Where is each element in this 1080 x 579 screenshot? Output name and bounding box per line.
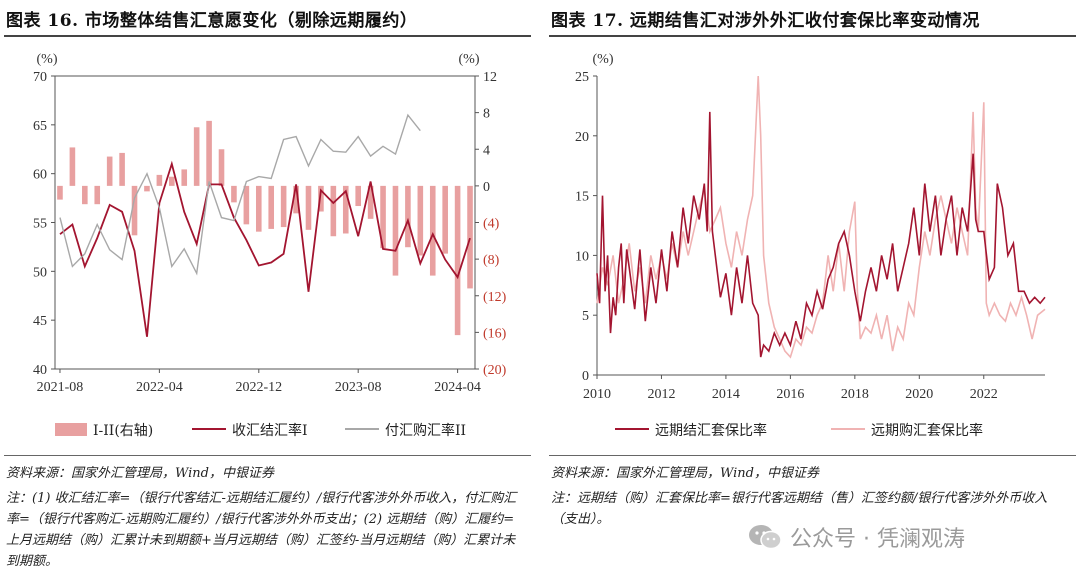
left-note: 注：(1) 收汇结汇率=（银行代客结汇-远期结汇履约）/银行代客涉外外币收入，付… xyxy=(6,491,517,569)
bar-i-minus-ii xyxy=(280,185,287,228)
left-source: 资料来源：国家外汇管理局，Wind，中银证券 xyxy=(6,466,274,481)
left-tick-label: 40 xyxy=(33,363,47,378)
bar-i-minus-ii xyxy=(69,147,76,186)
right-tick-label: (8) xyxy=(483,253,500,268)
x-tick-label: 2023-08 xyxy=(335,380,382,395)
bar-i-minus-ii xyxy=(454,185,461,336)
bar-i-minus-ii xyxy=(293,185,299,214)
right-tick-label: (16) xyxy=(483,326,507,341)
x-tick-label: 2016 xyxy=(776,387,804,402)
title-divider xyxy=(549,35,1076,37)
series-line-settlement-hedge xyxy=(596,111,1046,358)
bar-i-minus-ii xyxy=(231,185,237,203)
x-tick-label: 2018 xyxy=(841,387,869,402)
right-tick-label: 12 xyxy=(483,70,497,85)
y-tick-label: 5 xyxy=(582,309,589,324)
right-tick-label: 8 xyxy=(483,107,490,122)
left-tick-label: 55 xyxy=(33,217,47,232)
bar-i-minus-ii xyxy=(330,185,337,237)
bar-i-minus-ii xyxy=(57,185,63,200)
bar-i-minus-ii xyxy=(193,127,200,186)
bar-i-minus-ii xyxy=(181,169,188,186)
y-tick-label: 15 xyxy=(575,190,589,205)
legend-label-receipt: 收汇结汇率I xyxy=(232,422,308,439)
x-tick-label: 2024-04 xyxy=(434,380,481,395)
bar-i-minus-ii xyxy=(355,185,361,207)
watermark: 公众号 · 凭澜观涛 xyxy=(748,521,965,553)
bar-i-minus-ii xyxy=(305,185,312,230)
bar-i-minus-ii xyxy=(144,185,150,192)
bar-i-minus-ii xyxy=(392,185,399,276)
bar-i-minus-ii xyxy=(442,185,448,254)
bar-i-minus-ii xyxy=(467,185,473,289)
x-tick-label: 2020 xyxy=(905,387,933,402)
bar-i-minus-ii xyxy=(82,185,88,205)
source-divider xyxy=(4,455,531,456)
legend-label-purchase: 远期购汇套保比率 xyxy=(871,422,983,439)
bar-i-minus-ii xyxy=(131,185,138,236)
title-divider xyxy=(4,35,531,37)
right-note: 注：远期结（购）汇套保比率=银行代客远期结（售）汇签约额/银行代客涉外外币收入（… xyxy=(551,491,1048,527)
right-tick-label: (4) xyxy=(483,217,500,232)
wechat-icon xyxy=(749,525,782,550)
x-tick-label: 2014 xyxy=(712,387,740,402)
right-tick-label: (20) xyxy=(483,363,507,378)
legend-label-bars: I-II(右轴) xyxy=(93,423,153,439)
right-source: 资料来源：国家外汇管理局，Wind，中银证券 xyxy=(551,466,819,481)
bar-i-minus-ii xyxy=(318,185,324,212)
left-tick-label: 65 xyxy=(33,119,47,134)
series-line-payment-rate xyxy=(59,113,421,276)
bar-i-minus-ii xyxy=(106,156,113,186)
y-tick-label: 25 xyxy=(575,70,589,85)
bar-i-minus-ii xyxy=(429,185,436,276)
left-axis-unit: (%) xyxy=(37,52,58,67)
x-tick-label: 2022-04 xyxy=(136,380,183,395)
left-tick-label: 60 xyxy=(33,168,47,183)
left-chart-title: 图表 16. 市场整体结售汇意愿变化（剔除远期履约） xyxy=(6,11,418,31)
source-divider xyxy=(549,455,1076,456)
right-tick-label: 4 xyxy=(483,143,490,158)
bar-i-minus-ii xyxy=(119,152,125,186)
bar-i-minus-ii xyxy=(367,185,374,219)
bar-i-minus-ii xyxy=(268,185,275,229)
y-tick-label: 10 xyxy=(575,249,589,264)
bar-i-minus-ii xyxy=(405,185,411,248)
left-tick-label: 70 xyxy=(33,70,47,85)
bar-i-minus-ii xyxy=(342,185,349,234)
right-chart-title: 图表 17. 远期结售汇对涉外外汇收付套保比率变动情况 xyxy=(551,11,980,31)
left-tick-label: 50 xyxy=(33,265,47,280)
bar-i-minus-ii xyxy=(206,120,212,186)
bar-i-minus-ii xyxy=(169,176,175,186)
left-chart-panel: 图表 16. 市场整体结售汇意愿变化（剔除远期履约） (%) (%) 70 65 60 5… xyxy=(0,0,535,579)
y-tick-label: 20 xyxy=(575,130,589,145)
right-chart-panel: 图表 17. 远期结售汇对涉外外汇收付套保比率变动情况 (%) 25 20 15 10 5… xyxy=(545,0,1080,579)
series-line-purchase-hedge xyxy=(596,75,1046,359)
left-tick-label: 45 xyxy=(33,314,47,329)
x-tick-label: 2010 xyxy=(583,387,611,402)
x-tick-label: 2022 xyxy=(970,387,998,402)
watermark-text: 公众号 · 凭澜观涛 xyxy=(790,527,965,552)
right-axis-unit: (%) xyxy=(459,52,480,67)
legend-swatch-bars xyxy=(55,423,87,436)
bar-i-minus-ii xyxy=(243,185,250,225)
x-tick-label: 2021-08 xyxy=(37,380,84,395)
right-tick-label: (12) xyxy=(483,290,507,305)
bar-i-minus-ii xyxy=(255,185,262,232)
bar-i-minus-ii xyxy=(94,185,101,205)
legend-label-payment: 付汇购汇率II xyxy=(385,422,466,439)
right-chart: (%) 25 20 15 10 5 0 2010 2012 2014 2016 2018 2020 202… xyxy=(575,52,1046,439)
x-tick-label: 2012 xyxy=(647,387,675,402)
right-tick-label: 0 xyxy=(483,180,490,195)
bar-i-minus-ii xyxy=(417,185,424,256)
bar-i-minus-ii xyxy=(218,149,225,186)
y-axis-unit: (%) xyxy=(593,52,614,67)
y-tick-label: 0 xyxy=(582,369,589,384)
legend-label-settlement: 远期结汇套保比率 xyxy=(655,422,767,439)
bar-i-minus-ii xyxy=(380,185,386,249)
x-tick-label: 2022-12 xyxy=(235,380,282,395)
bar-i-minus-ii xyxy=(156,174,163,186)
left-chart: (%) (%)7065605550454012840(4)(8)(12)(16)(… xyxy=(33,52,507,439)
